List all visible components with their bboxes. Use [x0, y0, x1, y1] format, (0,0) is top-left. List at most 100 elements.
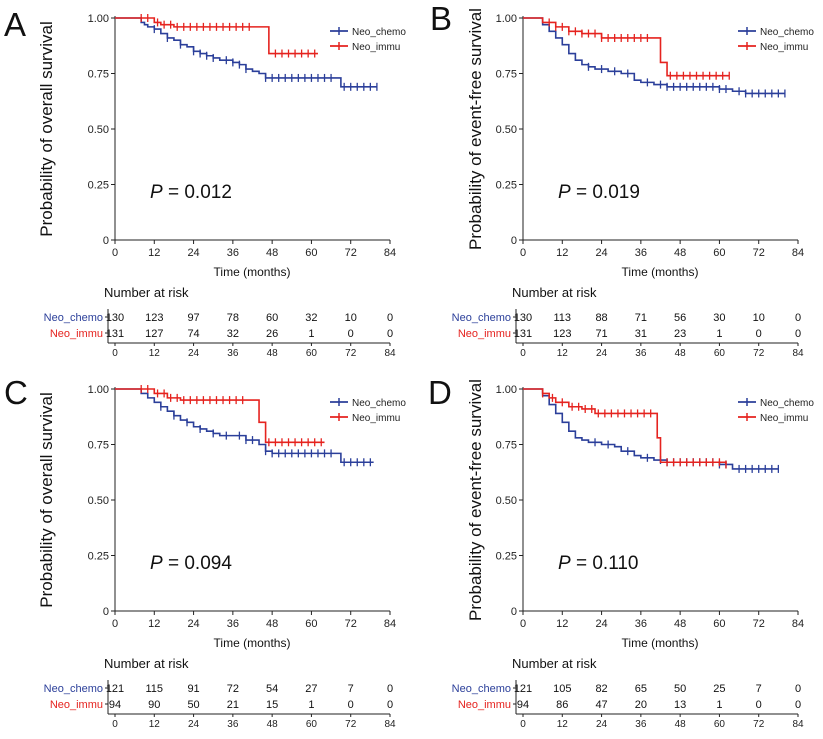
legend-label-Neo_immu: Neo_immu — [352, 413, 400, 424]
risk-value: 10 — [753, 312, 765, 324]
risk-value: 30 — [713, 312, 725, 324]
p-value-text: P = 0.094 — [150, 553, 232, 574]
risk-value: 0 — [348, 328, 354, 340]
p-value-text: P = 0.012 — [150, 182, 232, 203]
risk-value: 71 — [595, 328, 607, 340]
risk-x-tick-label: 36 — [635, 348, 647, 359]
risk-x-tick-label: 36 — [227, 719, 239, 730]
panel-C: C 0 0.25 0.50 0.75 1.00 0 12 24 36 48 60 72 84 Time (m… — [4, 374, 406, 730]
x-tick-label: 60 — [305, 618, 317, 630]
panel-letter: D — [428, 374, 452, 411]
y-tick-label: 0.25 — [496, 551, 517, 563]
risk-value: 131 — [514, 328, 532, 340]
risk-value: 0 — [795, 699, 801, 711]
risk-value: 0 — [756, 328, 762, 340]
p-value: 0.110 — [592, 553, 638, 574]
y-tick-label: 0.50 — [496, 124, 517, 136]
risk-value: 15 — [266, 699, 278, 711]
risk-value: 31 — [635, 328, 647, 340]
risk-value: 127 — [145, 328, 163, 340]
risk-value: 78 — [227, 312, 239, 324]
x-tick-label: 72 — [345, 247, 357, 259]
risk-value: 0 — [387, 683, 393, 695]
curve-Neo_immu — [523, 388, 727, 465]
risk-value: 13 — [674, 699, 686, 711]
risk-x-tick-label: 24 — [596, 719, 608, 730]
risk-value: 131 — [106, 328, 124, 340]
risk-value: 74 — [187, 328, 199, 340]
curve-Neo_immu — [115, 17, 318, 55]
risk-x-tick-label: 72 — [753, 719, 765, 730]
risk-x-tick-label: 48 — [267, 348, 279, 359]
y-tick-label: 0.50 — [88, 495, 109, 507]
risk-row-label-Neo_chemo: Neo_chemo — [44, 312, 103, 324]
risk-x-tick-label: 72 — [345, 348, 357, 359]
risk-x-tick-label: 12 — [149, 719, 161, 730]
x-tick-label: 48 — [674, 247, 686, 259]
y-tick-label: 0.75 — [496, 440, 517, 452]
x-tick-label: 84 — [792, 247, 804, 259]
risk-x-tick-label: 0 — [112, 348, 118, 359]
y-tick-label: 0.50 — [88, 124, 109, 136]
risk-x-tick-label: 36 — [227, 348, 239, 359]
x-axis-label: Time (months) — [214, 265, 291, 279]
y-tick-label: 1.00 — [496, 13, 517, 25]
x-tick-label: 12 — [556, 247, 568, 259]
risk-row-label-Neo_immu: Neo_immu — [458, 328, 511, 340]
risk-x-tick-label: 12 — [557, 719, 569, 730]
risk-x-tick-label: 48 — [675, 719, 687, 730]
y-tick-label: 0.25 — [496, 180, 517, 192]
legend-label-Neo_immu: Neo_immu — [760, 413, 808, 424]
risk-value: 60 — [266, 312, 278, 324]
y-tick-label: 0.75 — [88, 440, 109, 452]
risk-table-title: Number at risk — [104, 656, 189, 671]
risk-value: 10 — [345, 312, 357, 324]
risk-value: 26 — [266, 328, 278, 340]
risk-value: 54 — [266, 683, 278, 695]
legend-label-Neo_chemo: Neo_chemo — [352, 27, 406, 38]
y-tick-label: 0.75 — [88, 69, 109, 81]
risk-x-tick-label: 72 — [753, 348, 765, 359]
risk-value: 71 — [635, 312, 647, 324]
risk-row-label-Neo_chemo: Neo_chemo — [452, 312, 511, 324]
risk-value: 1 — [308, 699, 314, 711]
x-tick-label: 0 — [520, 247, 526, 259]
risk-value: 0 — [387, 328, 393, 340]
risk-row-label-Neo_immu: Neo_immu — [50, 699, 103, 711]
risk-x-tick-label: 24 — [188, 719, 200, 730]
risk-x-tick-label: 72 — [345, 719, 357, 730]
risk-value: 21 — [227, 699, 239, 711]
risk-value: 50 — [187, 699, 199, 711]
risk-x-tick-label: 12 — [557, 348, 569, 359]
x-tick-label: 12 — [148, 618, 160, 630]
risk-value: 130 — [514, 312, 532, 324]
x-tick-label: 84 — [384, 247, 396, 259]
y-tick-label: 0.50 — [496, 495, 517, 507]
p-value: 0.012 — [184, 182, 232, 203]
risk-x-tick-label: 48 — [675, 348, 687, 359]
risk-value: 0 — [387, 312, 393, 324]
risk-value: 0 — [348, 699, 354, 711]
risk-x-tick-label: 0 — [520, 348, 526, 359]
risk-value: 90 — [148, 699, 160, 711]
x-tick-label: 12 — [148, 247, 160, 259]
risk-value: 113 — [554, 312, 572, 324]
x-tick-label: 0 — [112, 618, 118, 630]
risk-value: 0 — [795, 312, 801, 324]
x-tick-label: 60 — [713, 247, 725, 259]
risk-table-title: Number at risk — [104, 285, 189, 300]
risk-value: 25 — [713, 683, 725, 695]
risk-x-tick-label: 48 — [267, 719, 279, 730]
y-axis-label: Probability of overall survival — [37, 392, 56, 607]
x-axis-label: Time (months) — [214, 636, 291, 650]
risk-x-tick-label: 36 — [635, 719, 647, 730]
risk-value: 32 — [305, 312, 317, 324]
y-tick-label: 0 — [103, 606, 109, 618]
risk-value: 56 — [674, 312, 686, 324]
risk-value: 0 — [795, 328, 801, 340]
risk-x-tick-label: 0 — [520, 719, 526, 730]
risk-value: 121 — [106, 683, 124, 695]
y-tick-label: 1.00 — [496, 384, 517, 396]
risk-value: 123 — [553, 328, 571, 340]
